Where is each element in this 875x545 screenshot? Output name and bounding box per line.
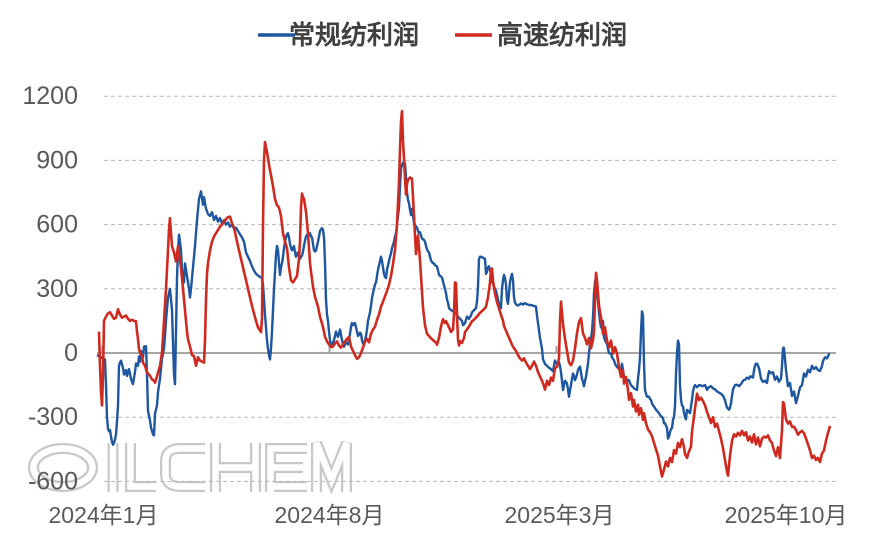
svg-text:0: 0 — [64, 339, 78, 367]
svg-text:900: 900 — [36, 146, 78, 174]
svg-text:300: 300 — [36, 275, 78, 303]
svg-text:2025年10月: 2025年10月 — [725, 502, 848, 528]
svg-text:常规纺利润: 常规纺利润 — [289, 20, 419, 50]
svg-text:600: 600 — [36, 211, 78, 239]
svg-text:1200: 1200 — [22, 82, 78, 110]
svg-text:2024年8月: 2024年8月 — [275, 502, 385, 528]
svg-text:2024年1月: 2024年1月 — [49, 502, 159, 528]
svg-text:高速纺利润: 高速纺利润 — [497, 20, 627, 50]
svg-text:-600: -600 — [28, 467, 78, 495]
svg-text:2025年3月: 2025年3月 — [505, 502, 615, 528]
svg-text:-300: -300 — [28, 403, 78, 431]
